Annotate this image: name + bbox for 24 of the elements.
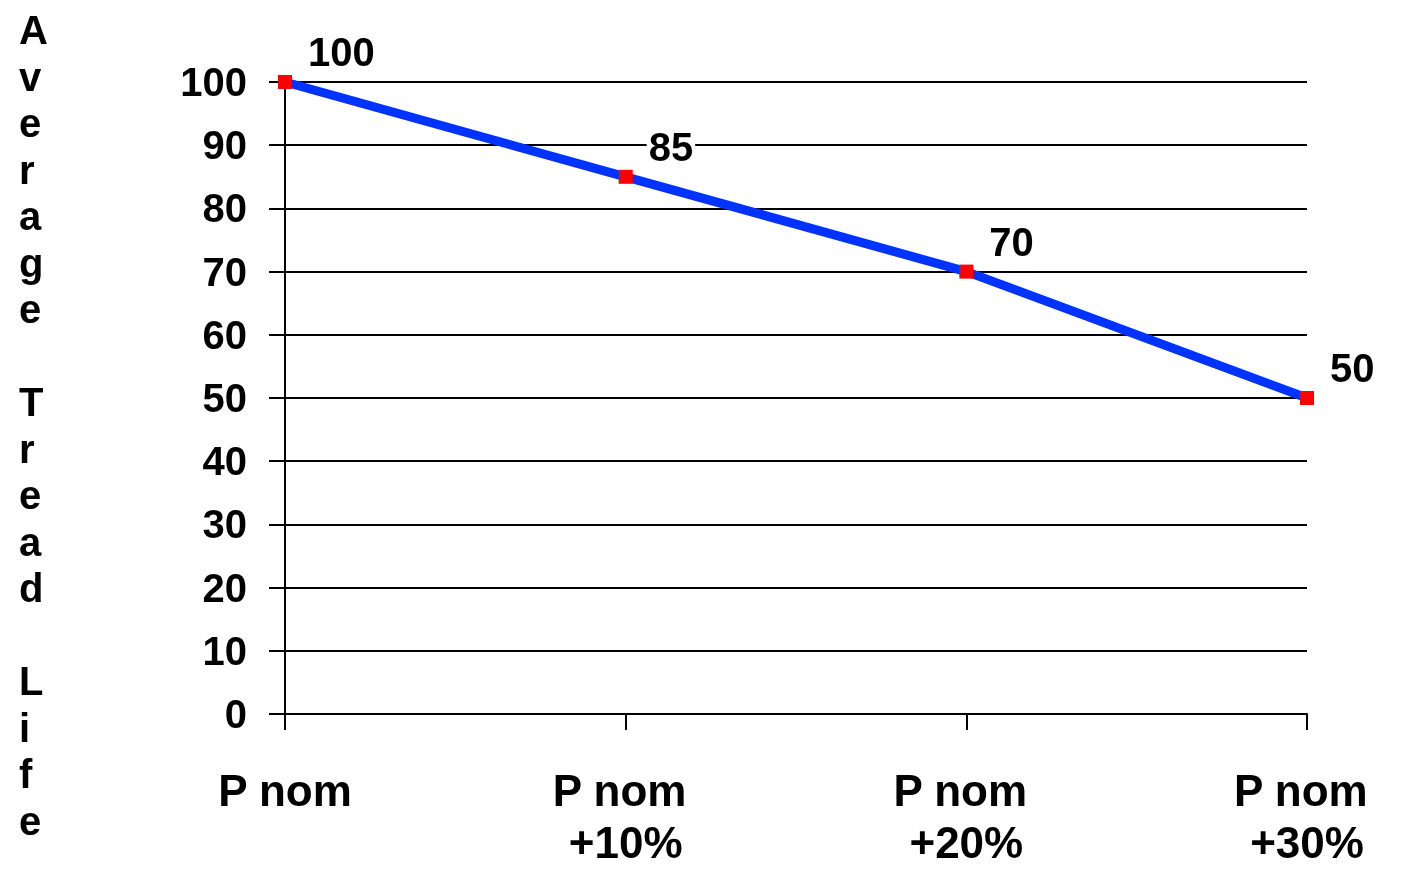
y-tick-label: 50 <box>202 376 247 420</box>
y-tick-label: 70 <box>202 249 247 294</box>
x-tick-label: P nom +30% <box>1234 765 1380 867</box>
data-label: 70 <box>989 219 1034 264</box>
y-tick-label: 20 <box>202 565 247 610</box>
data-label: 50 <box>1330 346 1375 390</box>
data-label: 100 <box>308 30 375 74</box>
y-tick-label: 40 <box>202 439 247 484</box>
x-tick-label: P nom +10% <box>552 765 699 867</box>
point <box>618 169 633 184</box>
y-tick-label: 80 <box>202 186 247 231</box>
y-tick-label: 100 <box>180 60 247 104</box>
data-label: 85 <box>648 124 694 169</box>
y-tick-label: 30 <box>202 502 247 547</box>
x-tick-label: P nom <box>218 765 352 815</box>
y-tick-label: 60 <box>202 312 247 357</box>
text: Average Tread Life <box>19 8 48 843</box>
y-tick-label: 90 <box>202 123 247 168</box>
point <box>959 264 974 279</box>
y-tick-label: 0 <box>224 692 247 736</box>
point <box>278 75 292 89</box>
point <box>1300 391 1314 405</box>
x-tick-label: P nom +20% <box>893 765 1040 867</box>
y-tick-label: 10 <box>202 628 247 673</box>
